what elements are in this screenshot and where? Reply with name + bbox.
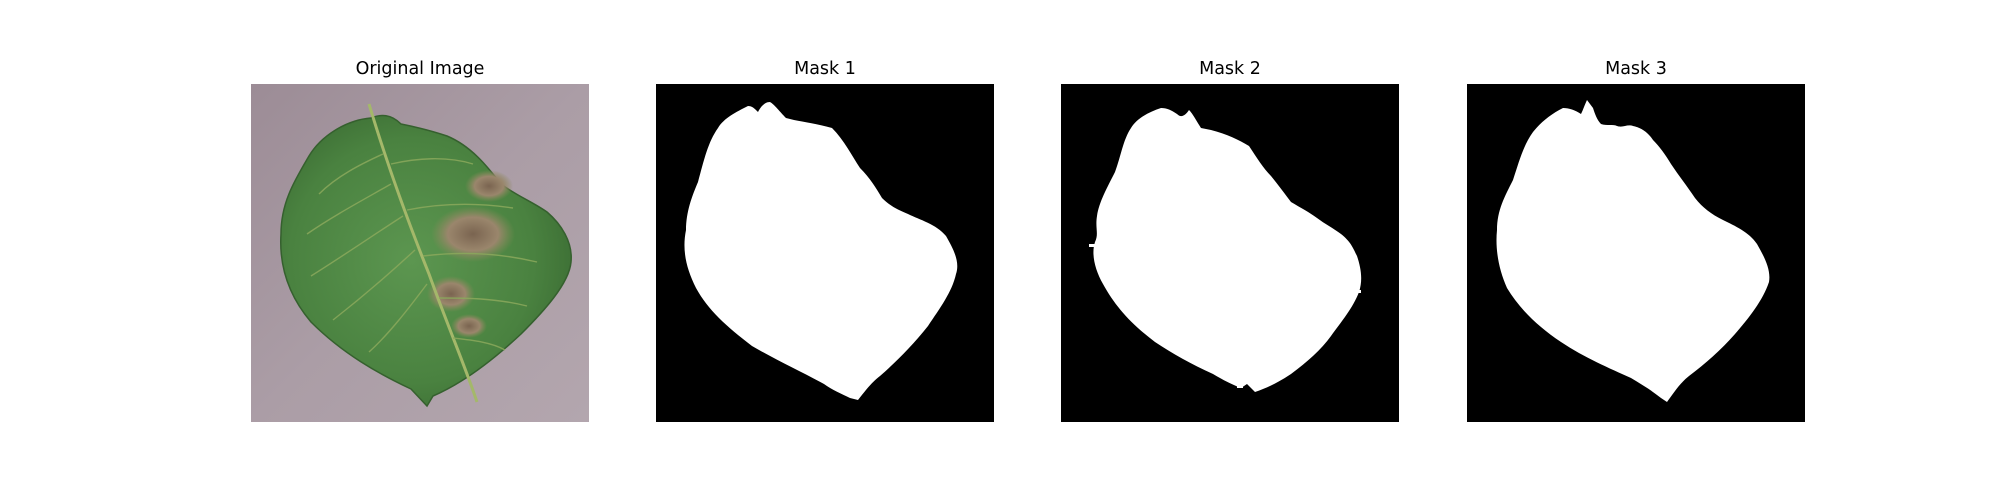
panel-mask-3: Mask 3 — [1467, 55, 1805, 422]
mask-region — [684, 102, 958, 400]
mask-edge-noise — [1089, 164, 1361, 388]
panel-title: Mask 2 — [1199, 59, 1261, 79]
lesion-spot — [431, 206, 515, 262]
mask-2-image — [1061, 84, 1399, 422]
panel-title: Original Image — [355, 59, 485, 79]
mask-3-image — [1467, 84, 1805, 422]
panel-title: Mask 3 — [1605, 59, 1667, 79]
panel-mask-1: Mask 1 — [656, 55, 994, 422]
leaf-veins — [306, 153, 538, 353]
leaf-midrib — [367, 103, 479, 403]
original-leaf-image — [251, 84, 589, 422]
lesion-spot — [451, 314, 487, 338]
panel-title: Mask 1 — [794, 59, 856, 79]
mask-region — [1093, 108, 1362, 392]
lesion-spot — [465, 170, 513, 202]
lesion-spot — [427, 276, 475, 312]
panel-mask-2: Mask 2 — [1061, 55, 1399, 422]
panel-original-image: Original Image — [251, 55, 589, 422]
mask-region — [1496, 100, 1770, 402]
mask-1-image — [656, 84, 994, 422]
